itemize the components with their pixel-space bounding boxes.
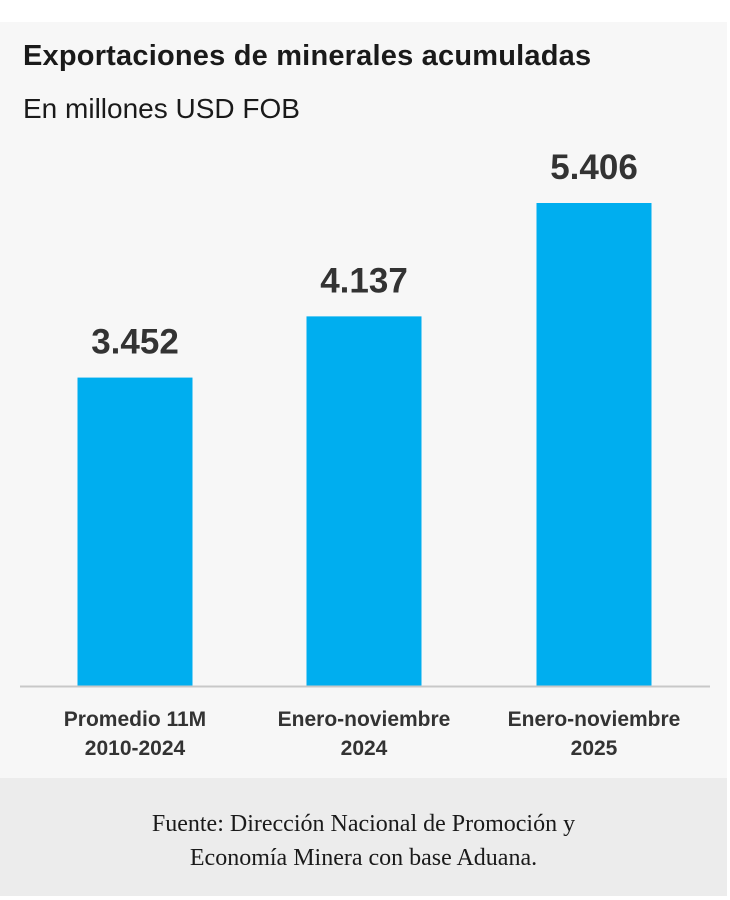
category-label-2-line-1: Enero-noviembre <box>278 708 451 731</box>
chart-title: Exportaciones de minerales acumuladas <box>23 40 592 72</box>
bar-2 <box>306 316 422 686</box>
source-note: Fuente: Dirección Nacional de Promoción … <box>0 807 727 875</box>
category-label-1-line-2: 2010-2024 <box>85 737 186 760</box>
category-label-2-line-2: 2024 <box>341 737 388 760</box>
footer-panel <box>0 778 727 896</box>
value-label-3: 5.406 <box>550 148 638 187</box>
value-label-1: 3.452 <box>91 323 179 362</box>
category-label-3-line-1: Enero-noviembre <box>508 708 681 731</box>
bar-1 <box>77 377 193 686</box>
source-line-2: Economía Minera con base Aduana. <box>189 845 538 871</box>
category-label-1-line-1: Promedio 11M <box>64 708 206 731</box>
bar-3 <box>536 203 652 686</box>
source-line-1: Fuente: Dirección Nacional de Promoción … <box>151 811 576 837</box>
category-label-3-line-2: 2025 <box>571 737 618 760</box>
value-label-2: 4.137 <box>320 261 408 300</box>
chart-subtitle: En millones USD FOB <box>23 93 300 124</box>
bar-chart: 3.452 Promedio 11M 2010-2024 4.137 Enero-nov… <box>20 148 710 760</box>
